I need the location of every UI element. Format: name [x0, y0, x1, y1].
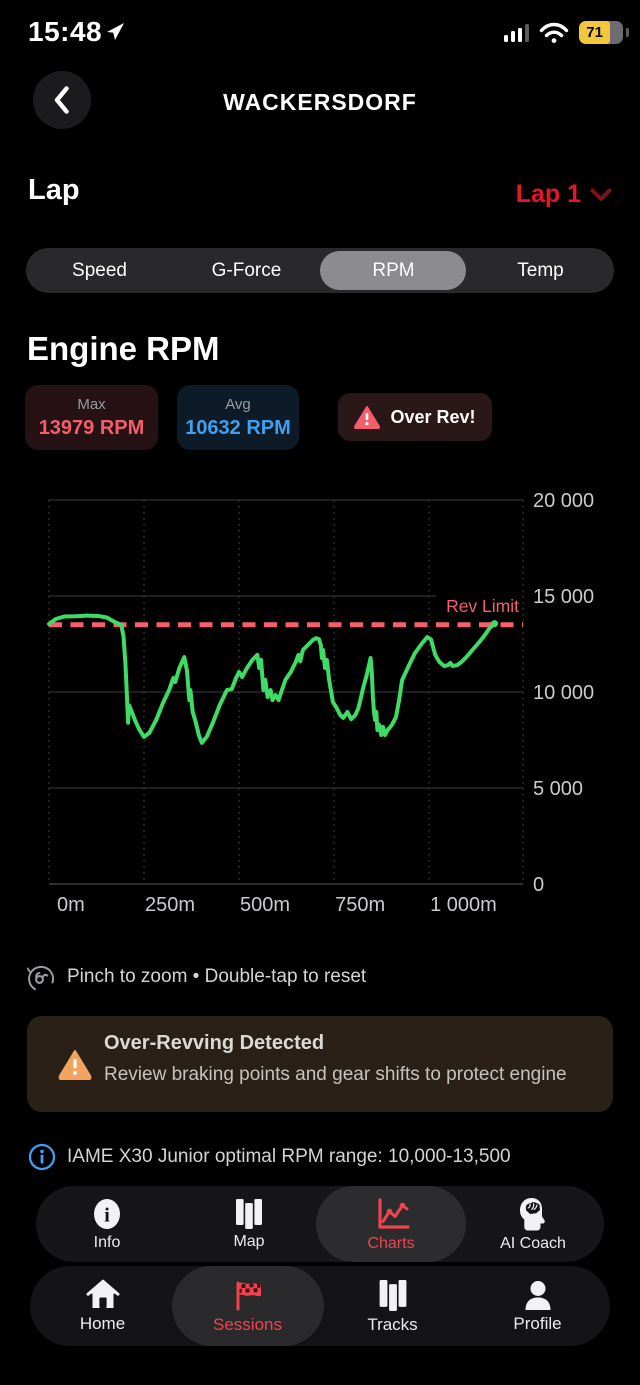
chart-sub-nav: i Info Map Charts — [36, 1186, 604, 1262]
svg-text:5 000: 5 000 — [533, 778, 583, 800]
tab-speed[interactable]: Speed — [72, 259, 127, 281]
over-rev-badge: Over Rev! — [338, 393, 492, 441]
svg-text:250m: 250m — [145, 894, 195, 916]
over-rev-label: Over Rev! — [390, 406, 476, 427]
info-icon: i — [94, 1198, 120, 1229]
lap-selector[interactable]: Lap 1 — [516, 180, 612, 209]
map-icon — [379, 1279, 406, 1311]
avg-label: Avg — [225, 395, 251, 413]
active-sub-nav-pill — [316, 1186, 466, 1262]
metric-tab-bar: Speed G-Force RPM Temp — [26, 248, 614, 293]
svg-text:i: i — [104, 1204, 110, 1226]
max-label: Max — [77, 395, 106, 413]
location-arrow-icon — [105, 21, 125, 46]
home-icon — [86, 1279, 119, 1308]
warning-title: Over-Revving Detected — [104, 1032, 325, 1054]
battery-nub — [626, 28, 629, 37]
svg-text:500m: 500m — [240, 894, 290, 916]
battery-percent: 71 — [586, 24, 603, 41]
avg-value: 10632 RPM — [185, 416, 291, 439]
sub-nav-item-charts[interactable]: Charts — [320, 1186, 462, 1262]
main-nav-item-sessions[interactable]: Sessions — [175, 1266, 320, 1346]
line-chart-icon — [378, 1197, 410, 1229]
sub-nav-item-map[interactable]: Map — [178, 1186, 320, 1262]
checkered-flag-icon — [236, 1281, 261, 1310]
main-nav-item-profile[interactable]: Profile — [465, 1266, 610, 1346]
profile-person-icon — [525, 1280, 550, 1310]
section-title: Engine RPM — [27, 330, 220, 367]
pinch-gesture-icon — [25, 962, 57, 999]
svg-text:750m: 750m — [335, 894, 385, 916]
warning-triangle-icon — [354, 406, 381, 429]
optimal-rpm-note: IAME X30 Junior optimal RPM range: 10,00… — [67, 1146, 511, 1167]
chevron-left-icon — [54, 86, 69, 114]
warning-body: Review braking points and gear shifts to… — [104, 1064, 567, 1085]
svg-text:20 000: 20 000 — [533, 490, 594, 512]
ai-coach-brain-icon — [520, 1197, 545, 1230]
tab-gforce[interactable]: G-Force — [211, 259, 282, 281]
svg-text:1 000m: 1 000m — [430, 894, 497, 916]
warning-triangle-icon — [58, 1050, 92, 1080]
wifi-icon — [539, 22, 569, 43]
main-tab-bar: Home Sessions — [30, 1266, 610, 1346]
tab-rpm[interactable]: RPM — [372, 259, 415, 281]
svg-text:15 000: 15 000 — [533, 586, 594, 608]
svg-text:10 000: 10 000 — [533, 682, 594, 704]
sub-nav-item-ai-coach[interactable]: AI Coach — [462, 1186, 604, 1262]
max-value: 13979 RPM — [38, 416, 145, 439]
lap-section-label: Lap — [28, 174, 80, 206]
lap-selected-value: Lap 1 — [515, 180, 581, 208]
svg-text:0: 0 — [533, 874, 544, 896]
pinch-hint-text: Pinch to zoom • Double-tap to reset — [67, 966, 367, 987]
status-icons: 71 — [503, 21, 623, 44]
selected-tab-pill — [320, 251, 466, 290]
chevron-down-icon — [590, 188, 612, 201]
main-nav-item-tracks[interactable]: Tracks — [320, 1266, 465, 1346]
tab-temp[interactable]: Temp — [517, 259, 564, 281]
svg-text:0m: 0m — [57, 894, 85, 916]
signal-strength-icon — [503, 23, 529, 42]
status-time: 15:48 — [28, 16, 103, 47]
active-main-nav-pill — [171, 1266, 324, 1346]
battery-icon: 71 — [579, 21, 623, 44]
sub-nav-item-info[interactable]: i Info — [36, 1186, 178, 1262]
over-revving-warning-card: Over-Revving Detected Review braking poi… — [27, 1016, 613, 1112]
rpm-line-chart[interactable]: 0 5 000 10 000 15 000 20 000 0m 250m 500m 750m 1 … — [0, 490, 640, 920]
main-nav-item-home[interactable]: Home — [30, 1266, 175, 1346]
page-title: WACKERSDORF — [223, 89, 417, 115]
avg-rpm-chip: Avg 10632 RPM — [177, 385, 299, 450]
map-icon — [236, 1199, 262, 1229]
max-rpm-chip: Max 13979 RPM — [25, 385, 158, 450]
back-button[interactable] — [33, 71, 91, 129]
info-circle-icon — [28, 1143, 56, 1176]
svg-text:Rev Limit: Rev Limit — [446, 596, 519, 616]
